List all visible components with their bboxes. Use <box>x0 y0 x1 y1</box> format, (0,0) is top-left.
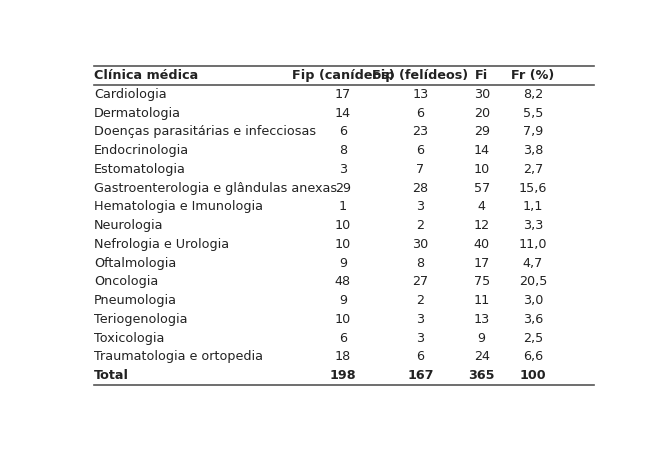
Text: Doenças parasitárias e infecciosas: Doenças parasitárias e infecciosas <box>94 125 316 138</box>
Text: Teriogenologia: Teriogenologia <box>94 313 187 326</box>
Text: 28: 28 <box>412 182 429 195</box>
Text: 11: 11 <box>474 294 490 307</box>
Text: 6: 6 <box>417 106 424 120</box>
Text: 29: 29 <box>474 125 490 138</box>
Text: 10: 10 <box>334 238 351 251</box>
Text: Oftalmologia: Oftalmologia <box>94 257 176 270</box>
Text: 48: 48 <box>335 276 351 289</box>
Text: 2: 2 <box>417 294 424 307</box>
Text: 75: 75 <box>474 276 490 289</box>
Text: 13: 13 <box>474 313 490 326</box>
Text: 8: 8 <box>416 257 425 270</box>
Text: 5,5: 5,5 <box>523 106 543 120</box>
Text: Clínica médica: Clínica médica <box>94 69 198 82</box>
Text: Endocrinologia: Endocrinologia <box>94 144 189 157</box>
Text: 3,6: 3,6 <box>523 313 543 326</box>
Text: 10: 10 <box>334 219 351 232</box>
Text: 100: 100 <box>520 369 547 382</box>
Text: 9: 9 <box>478 331 486 345</box>
Text: Gastroenterologia e glândulas anexas: Gastroenterologia e glândulas anexas <box>94 182 337 195</box>
Text: 17: 17 <box>474 257 490 270</box>
Text: 2,5: 2,5 <box>523 331 543 345</box>
Text: Cardiologia: Cardiologia <box>94 88 167 101</box>
Text: 7: 7 <box>416 163 425 176</box>
Text: 30: 30 <box>412 238 429 251</box>
Text: 4: 4 <box>478 200 486 213</box>
Text: 6: 6 <box>339 125 347 138</box>
Text: 14: 14 <box>335 106 351 120</box>
Text: 3: 3 <box>416 313 425 326</box>
Text: 8: 8 <box>339 144 347 157</box>
Text: 6: 6 <box>417 144 424 157</box>
Text: Pneumologia: Pneumologia <box>94 294 177 307</box>
Text: 20: 20 <box>474 106 490 120</box>
Text: 8,2: 8,2 <box>523 88 543 101</box>
Text: 4,7: 4,7 <box>523 257 543 270</box>
Text: 3,8: 3,8 <box>523 144 543 157</box>
Text: 14: 14 <box>474 144 490 157</box>
Text: 1,1: 1,1 <box>523 200 543 213</box>
Text: 6: 6 <box>339 331 347 345</box>
Text: 2: 2 <box>417 219 424 232</box>
Text: 17: 17 <box>334 88 351 101</box>
Text: 198: 198 <box>330 369 356 382</box>
Text: Fip (canídeos): Fip (canídeos) <box>292 69 394 82</box>
Text: 6,6: 6,6 <box>523 350 543 364</box>
Text: 365: 365 <box>468 369 495 382</box>
Text: 9: 9 <box>339 257 347 270</box>
Text: 30: 30 <box>474 88 490 101</box>
Text: 3,0: 3,0 <box>523 294 543 307</box>
Text: 11,0: 11,0 <box>518 238 547 251</box>
Text: Nefrologia e Urologia: Nefrologia e Urologia <box>94 238 229 251</box>
Text: 3: 3 <box>416 200 425 213</box>
Text: Oncologia: Oncologia <box>94 276 159 289</box>
Text: 7,9: 7,9 <box>523 125 543 138</box>
Text: 3: 3 <box>416 331 425 345</box>
Text: Fi: Fi <box>475 69 488 82</box>
Text: 23: 23 <box>412 125 429 138</box>
Text: 29: 29 <box>335 182 351 195</box>
Text: 3: 3 <box>339 163 347 176</box>
Text: 40: 40 <box>474 238 490 251</box>
Text: 167: 167 <box>407 369 434 382</box>
Text: 9: 9 <box>339 294 347 307</box>
Text: 12: 12 <box>474 219 490 232</box>
Text: Hematologia e Imunologia: Hematologia e Imunologia <box>94 200 263 213</box>
Text: Dermatologia: Dermatologia <box>94 106 181 120</box>
Text: 10: 10 <box>474 163 490 176</box>
Text: Fr (%): Fr (%) <box>511 69 555 82</box>
Text: 1: 1 <box>339 200 347 213</box>
Text: 6: 6 <box>417 350 424 364</box>
Text: 13: 13 <box>412 88 429 101</box>
Text: 20,5: 20,5 <box>519 276 547 289</box>
Text: 24: 24 <box>474 350 490 364</box>
Text: 57: 57 <box>474 182 490 195</box>
Text: 10: 10 <box>334 313 351 326</box>
Text: 2,7: 2,7 <box>523 163 543 176</box>
Text: 15,6: 15,6 <box>519 182 547 195</box>
Text: Fip (felídeos): Fip (felídeos) <box>373 69 468 82</box>
Text: Estomatologia: Estomatologia <box>94 163 186 176</box>
Text: 27: 27 <box>412 276 429 289</box>
Text: Toxicologia: Toxicologia <box>94 331 165 345</box>
Text: Total: Total <box>94 369 129 382</box>
Text: Neurologia: Neurologia <box>94 219 163 232</box>
Text: Traumatologia e ortopedia: Traumatologia e ortopedia <box>94 350 263 364</box>
Text: 18: 18 <box>334 350 351 364</box>
Text: 3,3: 3,3 <box>523 219 543 232</box>
